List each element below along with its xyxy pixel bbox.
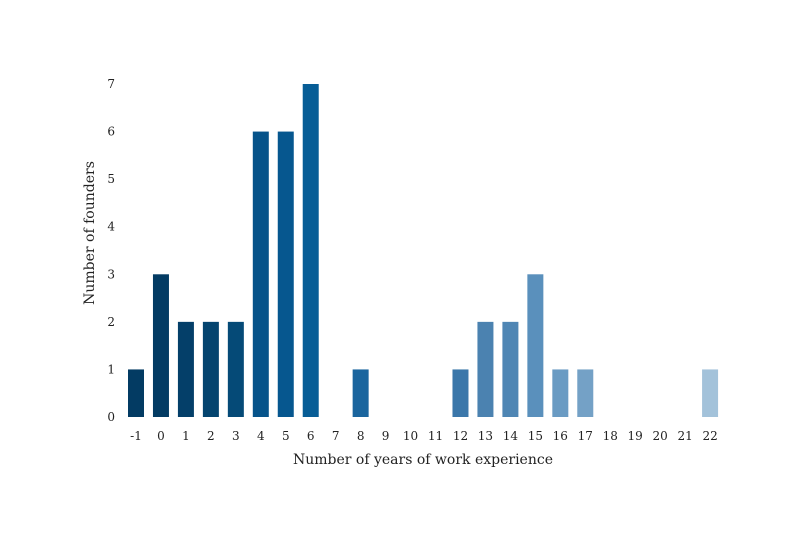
bar-8	[352, 369, 369, 417]
y-tick-label: 1	[107, 362, 115, 376]
x-tick-label: 7	[332, 429, 340, 443]
x-tick-label: 1	[182, 429, 190, 443]
bar--1	[128, 369, 144, 417]
bar-17	[577, 369, 594, 417]
x-tick-label: 6	[307, 429, 315, 443]
bar-5	[277, 131, 294, 417]
x-tick-label: 20	[653, 429, 668, 443]
x-tick-labels: -1 0 1 2 3 4 5 6 7 8 9 10 11 12 13 14 15 16 17 18 19 20 21 22	[130, 429, 718, 443]
bar-4	[252, 131, 269, 417]
y-tick-label: 2	[107, 315, 115, 329]
x-tick-label: 8	[357, 429, 365, 443]
y-axis-title: Number of founders	[82, 161, 98, 305]
y-tick-label: 5	[107, 172, 115, 186]
y-tick-label: 7	[107, 77, 115, 91]
x-tick-label: 2	[207, 429, 215, 443]
bar-22	[702, 369, 719, 417]
bar-15	[527, 274, 544, 417]
x-tick-label: 9	[382, 429, 390, 443]
x-tick-label: 17	[578, 429, 593, 443]
y-tick-label: 3	[107, 267, 115, 281]
y-tick-labels: 0 1 2 3 4 5 6 7	[107, 77, 115, 424]
bar-13	[477, 321, 494, 417]
y-tick-label: 0	[107, 410, 115, 424]
x-tick-label: 15	[528, 429, 543, 443]
x-tick-label: 18	[603, 429, 618, 443]
x-tick-label: 12	[453, 429, 468, 443]
x-tick-label: 16	[553, 429, 568, 443]
y-tick-label: 6	[107, 125, 115, 139]
bar-16	[552, 369, 569, 417]
x-tick-label: 13	[478, 429, 493, 443]
bar-2	[202, 321, 219, 417]
bar-6	[302, 84, 319, 417]
bar-12	[452, 369, 469, 417]
x-tick-label: 10	[403, 429, 418, 443]
x-axis-title: Number of years of work experience	[293, 452, 553, 468]
x-tick-label: 3	[232, 429, 240, 443]
x-tick-label: 19	[628, 429, 643, 443]
bar-3	[227, 321, 244, 417]
x-tick-label: 21	[677, 429, 692, 443]
x-tick-label: -1	[130, 429, 142, 443]
x-tick-label: 11	[428, 429, 443, 443]
y-tick-label: 4	[107, 220, 115, 234]
bars-group	[128, 84, 719, 417]
bar-1	[177, 321, 194, 417]
x-tick-label: 4	[257, 429, 265, 443]
bar-0	[152, 274, 169, 417]
bar-14	[502, 321, 519, 417]
x-tick-label: 22	[702, 429, 717, 443]
x-tick-label: 14	[503, 429, 519, 443]
x-tick-label: 5	[282, 429, 290, 443]
x-tick-label: 0	[157, 429, 165, 443]
